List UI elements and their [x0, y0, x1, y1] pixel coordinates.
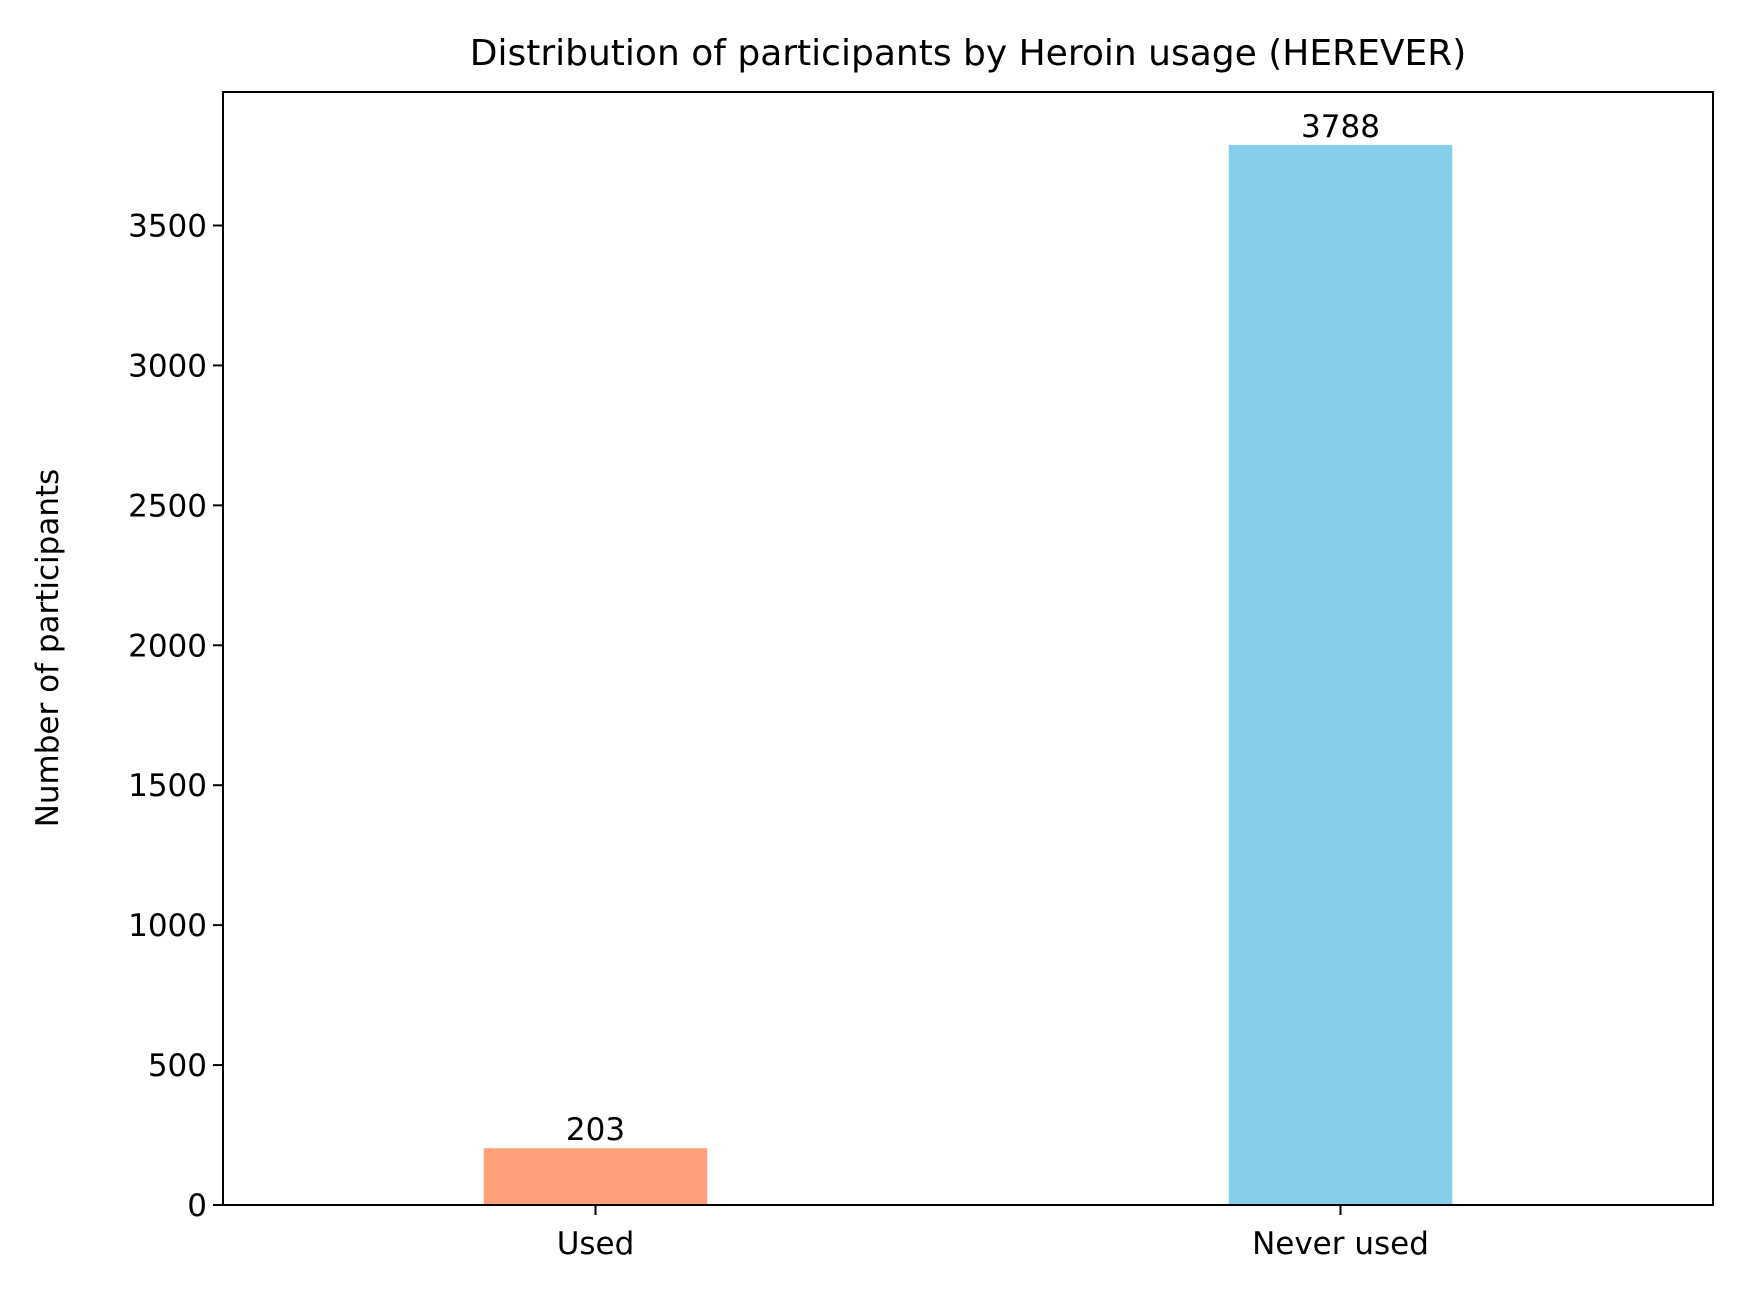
y-tick-label: 3500	[128, 208, 207, 244]
bars: 203 3788	[483, 109, 1453, 1205]
data-label-never-used: 3788	[1301, 109, 1380, 145]
plot-frame	[222, 91, 1714, 1206]
x-axis-ticks: Used Never used	[557, 1205, 1429, 1262]
bar-never-used	[1228, 144, 1453, 1205]
data-label-used: 203	[566, 1112, 625, 1148]
y-tick-label: 1500	[128, 768, 207, 804]
y-tick-label: 2000	[128, 628, 207, 664]
y-tick-label: 0	[187, 1188, 207, 1224]
y-tick-label: 2500	[128, 488, 207, 524]
y-tick-label: 1000	[128, 908, 207, 944]
y-axis-ticks: 0 500 1000 1500 2000 2500 3000 3500	[128, 208, 223, 1224]
y-axis-label: Number of participants	[30, 469, 66, 828]
x-tick-label-never-used: Never used	[1252, 1226, 1429, 1262]
chart-title: Distribution of participants by Heroin u…	[470, 33, 1467, 74]
y-tick-label: 3000	[128, 348, 207, 384]
bar-used	[483, 1148, 708, 1205]
x-tick-label-used: Used	[557, 1226, 635, 1262]
y-tick-label: 500	[148, 1048, 207, 1084]
